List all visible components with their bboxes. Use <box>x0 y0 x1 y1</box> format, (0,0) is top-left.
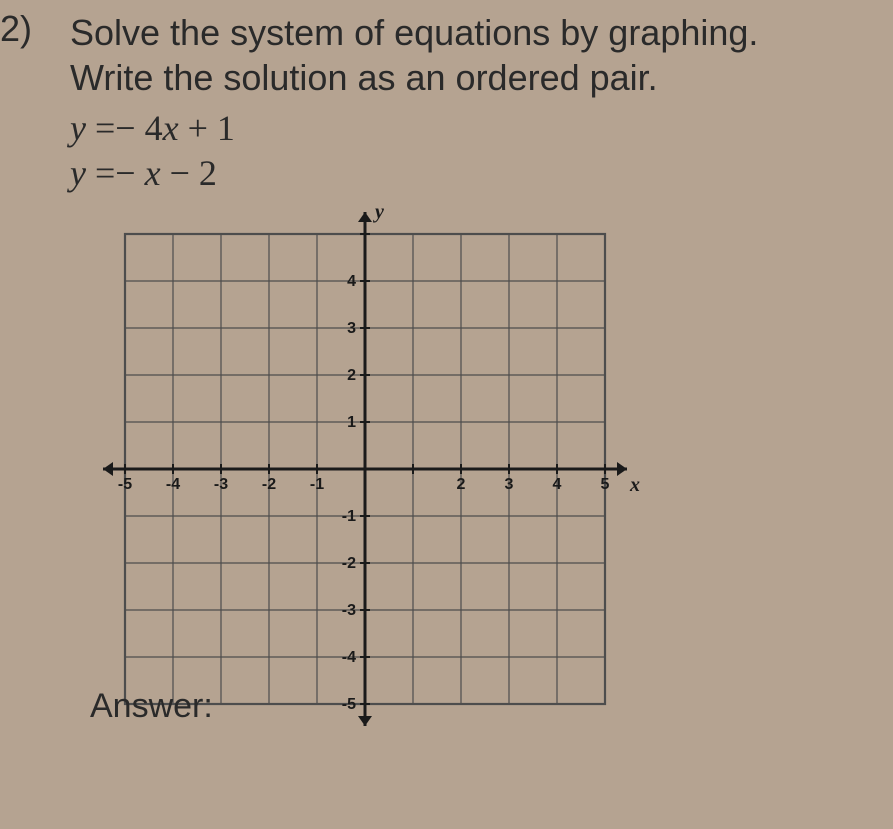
prompt-line-2: Write the solution as an ordered pair. <box>70 57 658 98</box>
svg-text:-2: -2 <box>262 476 276 493</box>
equation-2: y =− x − 2 <box>70 151 873 196</box>
answer-label: Answer: <box>90 687 213 726</box>
svg-text:3: 3 <box>505 476 514 493</box>
prompt-line-1: Solve the system of equations by graphin… <box>70 12 758 53</box>
coordinate-grid: -5 -4 -3 -2 -1 2 3 4 5 -5 -4 -3 -2 -1 1 2 3 4 x y <box>85 204 645 734</box>
svg-text:1: 1 <box>347 414 356 431</box>
svg-text:y: y <box>373 204 384 223</box>
svg-text:4: 4 <box>553 476 562 493</box>
svg-text:-2: -2 <box>342 555 356 572</box>
svg-text:-3: -3 <box>214 476 228 493</box>
svg-text:-1: -1 <box>342 508 356 525</box>
equation-1: y =− 4x + 1 <box>70 106 873 151</box>
svg-text:-4: -4 <box>166 476 180 493</box>
svg-text:-4: -4 <box>342 649 356 666</box>
svg-text:-5: -5 <box>342 696 356 713</box>
question-number: 2) <box>0 8 32 50</box>
worksheet-page: 2) Solve the system of equations by grap… <box>0 0 893 734</box>
equations-block: y =− 4x + 1 y =− x − 2 <box>70 106 873 196</box>
svg-text:2: 2 <box>457 476 466 493</box>
svg-text:3: 3 <box>347 320 356 337</box>
prompt-text: Solve the system of equations by graphin… <box>70 10 873 100</box>
svg-text:2: 2 <box>347 367 356 384</box>
svg-text:x: x <box>629 474 640 496</box>
svg-text:5: 5 <box>601 476 610 493</box>
svg-text:-1: -1 <box>310 476 324 493</box>
graph-container: -5 -4 -3 -2 -1 2 3 4 5 -5 -4 -3 -2 -1 1 2 3 4 x y <box>85 204 873 734</box>
svg-text:-3: -3 <box>342 602 356 619</box>
svg-text:-5: -5 <box>118 476 132 493</box>
svg-text:4: 4 <box>347 273 356 290</box>
question-content: Solve the system of equations by graphin… <box>70 10 873 734</box>
